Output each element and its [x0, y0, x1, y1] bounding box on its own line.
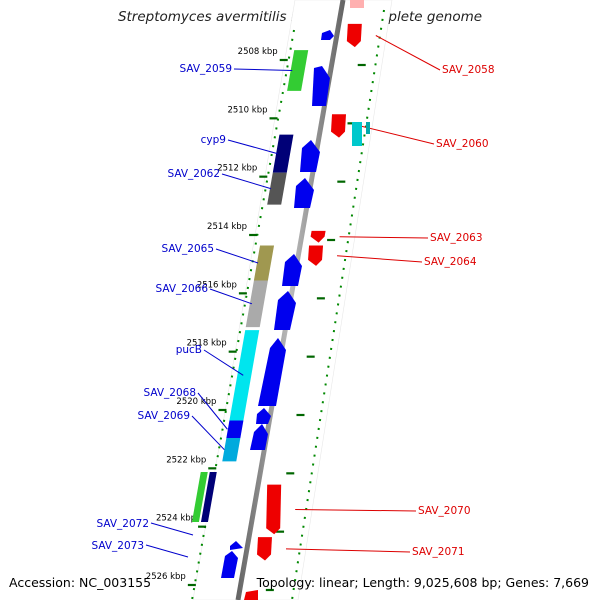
gene-box-teal-2060[interactable]	[366, 122, 370, 134]
gene-leader	[295, 508, 417, 512]
tick-label: 2522 kbp	[166, 455, 206, 465]
gene-label-sav_2058[interactable]: SAV_2058	[442, 64, 495, 76]
gene-label-layer: SAV_2059 cyp9 SAV_2062 SAV_2065 SAV_2066 pucB…	[91, 35, 495, 558]
gene-leader	[233, 68, 293, 71]
gene-arrow-blue-2066[interactable]	[274, 291, 296, 330]
topology-text: Topology: linear; Length: 9,025,608 bp; …	[256, 575, 589, 590]
gene-box-navy-2070[interactable]	[200, 472, 217, 522]
tick-label: 2514 kbp	[207, 222, 247, 232]
gene-leader	[285, 548, 411, 553]
gene-label-sav_2069[interactable]: SAV_2069	[137, 410, 190, 422]
gene-leader	[209, 288, 253, 305]
gene-arrow-blue-2073b[interactable]	[221, 551, 238, 578]
gene-arrow-sav_2058[interactable]	[346, 23, 362, 48]
gene-arrow-top-blue[interactable]	[321, 30, 334, 40]
gene-leader	[375, 35, 441, 71]
gene-box-pucb[interactable]	[229, 330, 260, 421]
gene-box-sav_2066[interactable]	[245, 280, 268, 328]
tick-label: 2512 kbp	[217, 164, 257, 174]
gene-box-sav_2068[interactable]	[226, 420, 244, 439]
gene-leader	[221, 173, 271, 190]
tick-label: 2520 kbp	[176, 397, 216, 407]
ruler-ticks: 2508 kbp 2510 kbp 2512 kbp 2514 kbp 2516 kbp…	[146, 47, 366, 592]
gene-box-sav_2059[interactable]	[287, 50, 309, 91]
gene-arrow-sav_2060[interactable]	[331, 114, 347, 138]
gene-label-sav_2068[interactable]: SAV_2068	[143, 387, 196, 399]
gene-label-pucb[interactable]: pucB	[176, 344, 202, 356]
gene-box-green-2070[interactable]	[191, 472, 208, 522]
gene-box-bottom-red[interactable]	[244, 590, 258, 600]
gene-leader	[227, 139, 278, 155]
tick-label: 2516 kbp	[197, 280, 237, 290]
gene-arrow-sav_2064[interactable]	[308, 245, 324, 266]
gene-box-cyan-2060[interactable]	[352, 122, 362, 146]
gene-arrow-blue-pucB[interactable]	[258, 338, 286, 406]
gene-label-cyp9[interactable]: cyp9	[201, 134, 226, 146]
gene-leader	[203, 349, 244, 376]
gene-label-sav_2059[interactable]: SAV_2059	[179, 63, 232, 75]
gene-leader	[197, 392, 228, 430]
gene-leader	[337, 255, 423, 263]
gene-label-sav_2073[interactable]: SAV_2073	[91, 540, 144, 552]
gene-leader	[191, 415, 225, 451]
tick-label: 2526 kbp	[146, 572, 186, 582]
gene-leader	[339, 236, 429, 239]
gene-label-sav_2060[interactable]: SAV_2060	[436, 138, 489, 150]
gene-arrow-blue-2069[interactable]	[250, 424, 268, 450]
gene-leader	[145, 544, 189, 558]
gene-label-sav_2063[interactable]: SAV_2063	[430, 232, 483, 244]
gene-box-sav_2065[interactable]	[253, 245, 275, 281]
gene-arrow-blue-2065[interactable]	[282, 254, 302, 286]
gene-arrow-blue-cyp9[interactable]	[300, 140, 320, 172]
tick-label: 2510 kbp	[227, 105, 267, 115]
gene-label-sav_2072[interactable]: SAV_2072	[96, 518, 149, 530]
tick-label: 2508 kbp	[238, 47, 278, 57]
left-strand-dots	[191, 29, 295, 600]
gene-arrow-blue-2059[interactable]	[312, 66, 330, 106]
gene-label-sav_2071[interactable]: SAV_2071	[412, 546, 465, 558]
right-strand-dots	[291, 9, 385, 600]
gene-label-sav_2062[interactable]: SAV_2062	[167, 168, 220, 180]
gene-arrow-blue-2062[interactable]	[294, 178, 314, 208]
accession-text: Accession: NC_003155	[9, 575, 152, 590]
tick-label: 2518 kbp	[187, 339, 227, 349]
gene-label-sav_2070[interactable]: SAV_2070	[418, 505, 471, 517]
gene-arrow-sav_2071[interactable]	[256, 537, 272, 561]
left-gene-layer	[222, 50, 309, 462]
gene-label-sav_2064[interactable]: SAV_2064	[424, 256, 477, 268]
tick-label: 2524 kbp	[156, 514, 196, 524]
gene-leader	[150, 522, 194, 536]
gene-arrow-sav_2063[interactable]	[310, 230, 326, 243]
gene-box-top-pink[interactable]	[350, 0, 364, 8]
right-gene-layer	[256, 23, 362, 561]
gene-label-sav_2066[interactable]: SAV_2066	[155, 283, 208, 295]
gene-label-sav_2065[interactable]: SAV_2065	[161, 243, 214, 255]
gene-arrow-blue-2068[interactable]	[256, 408, 271, 424]
gene-box-sav_2062[interactable]	[267, 172, 287, 205]
gene-leader	[359, 125, 435, 145]
unlabelled-features	[191, 0, 370, 600]
gene-leader	[215, 248, 259, 264]
gene-box-cyp9[interactable]	[272, 134, 294, 173]
gene-arrow-sav_2070[interactable]	[266, 484, 282, 535]
gene-arrow-blue-2073a[interactable]	[230, 541, 243, 550]
gene-box-sav_2069[interactable]	[222, 438, 241, 462]
